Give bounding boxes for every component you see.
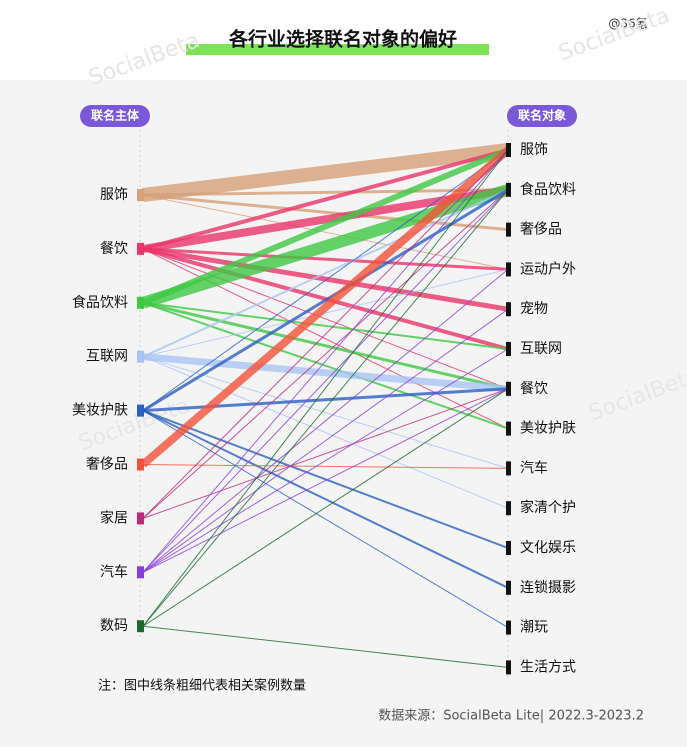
source-node bbox=[137, 458, 144, 471]
source-label: 数码 bbox=[100, 618, 128, 634]
link bbox=[142, 189, 509, 573]
target-node bbox=[506, 302, 511, 317]
source-node bbox=[137, 189, 144, 201]
target-node bbox=[506, 660, 511, 675]
link bbox=[142, 388, 509, 573]
source-label: 互联网 bbox=[86, 349, 128, 365]
target-node bbox=[506, 182, 511, 197]
link bbox=[142, 464, 509, 469]
target-label: 潮玩 bbox=[520, 620, 548, 636]
target-label: 奢侈品 bbox=[520, 222, 562, 238]
target-node bbox=[506, 620, 511, 635]
target-label: 食品饮料 bbox=[520, 181, 576, 198]
target-node bbox=[506, 342, 511, 356]
links bbox=[140, 143, 511, 668]
link bbox=[142, 189, 509, 627]
source-label: 食品饮料 bbox=[72, 294, 128, 311]
link bbox=[142, 193, 509, 232]
link bbox=[142, 356, 509, 509]
target-label: 连锁摄影 bbox=[520, 580, 576, 596]
source-node bbox=[137, 350, 144, 363]
link bbox=[142, 246, 509, 312]
link bbox=[142, 149, 509, 627]
source: 数据来源：SocialBeta Lite| 2022.3-2023.2 bbox=[378, 709, 644, 724]
note: 注：图中线条粗细代表相关案例数量 bbox=[98, 678, 306, 694]
source-node bbox=[137, 620, 144, 633]
link bbox=[142, 410, 509, 629]
target-label: 生活方式 bbox=[520, 659, 576, 675]
source-node bbox=[137, 404, 144, 417]
link bbox=[142, 148, 509, 251]
left-header: 联名主体 bbox=[91, 108, 140, 123]
target-node bbox=[506, 461, 511, 476]
target-label: 美妆护肤 bbox=[520, 421, 576, 437]
link bbox=[142, 247, 509, 271]
link bbox=[142, 625, 509, 668]
link bbox=[142, 188, 509, 197]
link bbox=[142, 188, 509, 412]
target-label: 家清个护 bbox=[520, 499, 576, 516]
link bbox=[142, 248, 509, 390]
link bbox=[142, 268, 509, 358]
nodes: 服饰餐饮食品饮料互联网美妆护肤奢侈品家居汽车数码服饰食品饮料奢侈品运动户外宠物互… bbox=[72, 142, 576, 675]
source-label: 家居 bbox=[100, 509, 128, 526]
right-header-pill bbox=[507, 105, 577, 127]
target-node bbox=[506, 501, 511, 516]
source-node bbox=[137, 242, 144, 255]
title: 各行业选择联名对象的偏好 bbox=[228, 28, 457, 51]
link bbox=[142, 188, 509, 358]
link bbox=[142, 194, 509, 270]
target-label: 文化娱乐 bbox=[520, 540, 576, 556]
title-underline bbox=[186, 44, 489, 55]
link bbox=[142, 301, 509, 391]
target-node bbox=[506, 381, 511, 396]
link bbox=[142, 353, 509, 393]
link bbox=[142, 149, 509, 519]
link bbox=[142, 149, 509, 573]
link bbox=[141, 147, 510, 306]
target-label: 互联网 bbox=[520, 341, 562, 357]
target-label: 服饰 bbox=[520, 142, 548, 158]
link bbox=[142, 409, 509, 589]
target-node bbox=[506, 541, 511, 555]
source-label: 奢侈品 bbox=[86, 457, 128, 473]
link bbox=[142, 388, 509, 519]
link bbox=[142, 269, 509, 573]
source-label: 美妆护肤 bbox=[72, 403, 128, 419]
source-label: 餐饮 bbox=[100, 241, 128, 257]
source-node bbox=[137, 512, 144, 525]
target-node bbox=[506, 262, 511, 277]
watermark-top: @36氪 bbox=[608, 16, 647, 31]
right-header: 联名对象 bbox=[518, 108, 566, 123]
link bbox=[142, 388, 509, 627]
link bbox=[142, 348, 509, 573]
link bbox=[142, 301, 509, 350]
target-node bbox=[506, 421, 511, 436]
target-label: 宠物 bbox=[520, 301, 548, 317]
link bbox=[142, 301, 509, 430]
left-header-pill bbox=[80, 105, 150, 127]
link bbox=[142, 149, 509, 412]
source-node bbox=[137, 566, 144, 579]
target-label: 运动户外 bbox=[520, 260, 576, 277]
link bbox=[141, 184, 510, 309]
link bbox=[142, 409, 509, 549]
source-label: 汽车 bbox=[100, 563, 128, 580]
target-node bbox=[506, 143, 511, 157]
link bbox=[142, 189, 509, 519]
source-node bbox=[137, 296, 144, 309]
link bbox=[140, 146, 511, 468]
target-node bbox=[506, 580, 511, 595]
target-node bbox=[506, 222, 511, 237]
target-label: 餐饮 bbox=[520, 381, 548, 397]
target-label: 汽车 bbox=[520, 459, 548, 476]
link bbox=[142, 143, 509, 202]
source-label: 服饰 bbox=[100, 187, 128, 203]
link bbox=[142, 308, 509, 573]
